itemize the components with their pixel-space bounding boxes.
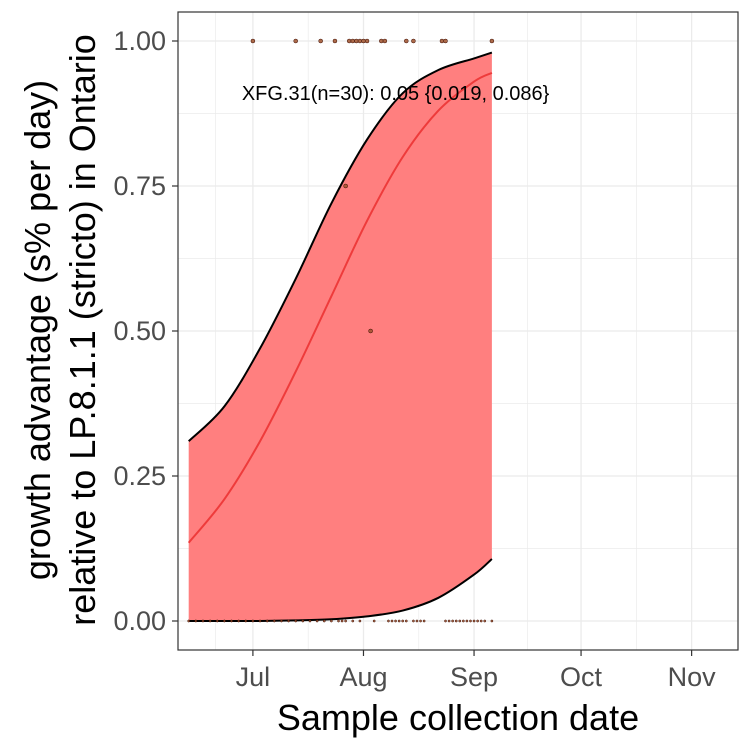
data-point: [394, 619, 397, 623]
data-point: [382, 38, 388, 44]
data-point: [444, 619, 447, 623]
data-point: [397, 619, 401, 623]
y-tick-label: 0.00: [113, 606, 166, 636]
data-point: [451, 619, 454, 623]
y-tick-label: 1.00: [113, 26, 166, 56]
data-point: [250, 38, 256, 44]
data-point: [476, 619, 479, 623]
x-tick-label: Jul: [236, 662, 271, 692]
x-tick-label: Nov: [668, 662, 717, 692]
data-point: [465, 619, 469, 623]
data-point: [387, 619, 390, 623]
data-points: [187, 38, 495, 623]
data-point: [358, 619, 362, 623]
y-axis-title-line1: growth advantage (s% per day): [17, 80, 58, 580]
data-point: [490, 619, 494, 623]
data-point: [462, 619, 465, 623]
data-point: [411, 38, 416, 44]
data-point: [364, 38, 370, 44]
data-point: [337, 619, 340, 623]
confidence-ribbon: [188, 52, 492, 622]
data-point: [308, 619, 312, 623]
data-point: [315, 619, 319, 623]
y-axis-title-line2: relative to LP.8.1.1 (stricto) in Ontari…: [62, 34, 103, 626]
data-point: [294, 619, 298, 623]
fit-line: [187, 71, 493, 544]
x-axis-ticks: Jul Aug Sep Oct Nov: [236, 650, 716, 692]
data-point: [458, 619, 462, 623]
data-point: [187, 619, 191, 623]
data-point: [351, 619, 355, 623]
data-point: [265, 619, 269, 623]
growth-annotation: XFG.31(n=30): 0.05 {0.019, 0.086}: [242, 83, 550, 105]
data-point: [208, 619, 212, 623]
data-point: [404, 38, 409, 44]
data-point: [223, 619, 226, 623]
data-point: [469, 619, 472, 623]
data-point: [318, 38, 323, 44]
data-point: [251, 619, 255, 623]
data-point: [301, 619, 305, 623]
data-point: [489, 38, 495, 44]
data-point: [244, 619, 248, 623]
y-tick-label: 0.50: [113, 316, 166, 346]
data-point: [272, 619, 276, 623]
data-point: [280, 619, 283, 623]
data-point: [443, 38, 448, 44]
data-point: [343, 183, 348, 189]
data-point: [454, 619, 458, 623]
data-point: [472, 619, 476, 623]
data-point: [483, 619, 487, 623]
x-tick-label: Sep: [450, 662, 498, 692]
data-point: [194, 619, 198, 623]
data-point: [447, 619, 451, 623]
data-point: [287, 619, 290, 623]
y-tick-label: 0.75: [113, 171, 166, 201]
ribbon-upper-bound: [188, 51, 493, 442]
data-point: [237, 619, 240, 623]
data-point: [404, 619, 408, 623]
data-point: [258, 619, 262, 623]
x-axis-title: Sample collection date: [277, 697, 639, 738]
data-point: [330, 619, 333, 623]
data-point: [419, 619, 422, 623]
data-point: [479, 619, 483, 623]
data-point: [415, 619, 419, 623]
data-point: [422, 619, 426, 623]
data-point: [322, 619, 326, 623]
data-point: [215, 619, 219, 623]
data-point: [201, 619, 205, 623]
data-point: [230, 619, 233, 623]
y-axis-ticks: 0.00 0.25 0.50 0.75 1.00: [113, 26, 178, 636]
x-tick-label: Aug: [339, 662, 387, 692]
data-point: [372, 619, 376, 623]
y-tick-label: 0.25: [113, 461, 166, 491]
data-point: [332, 38, 338, 44]
data-point: [293, 38, 298, 44]
fit-line-layer: [187, 71, 493, 544]
data-point: [412, 619, 415, 623]
data-point: [368, 328, 373, 334]
data-point: [401, 619, 405, 623]
data-point: [340, 619, 344, 623]
data-point: [344, 619, 347, 623]
data-point: [390, 619, 394, 623]
ribbon-lower-bound: [188, 558, 493, 623]
confidence-ribbon-layer: [188, 51, 493, 623]
x-tick-label: Oct: [560, 662, 603, 692]
